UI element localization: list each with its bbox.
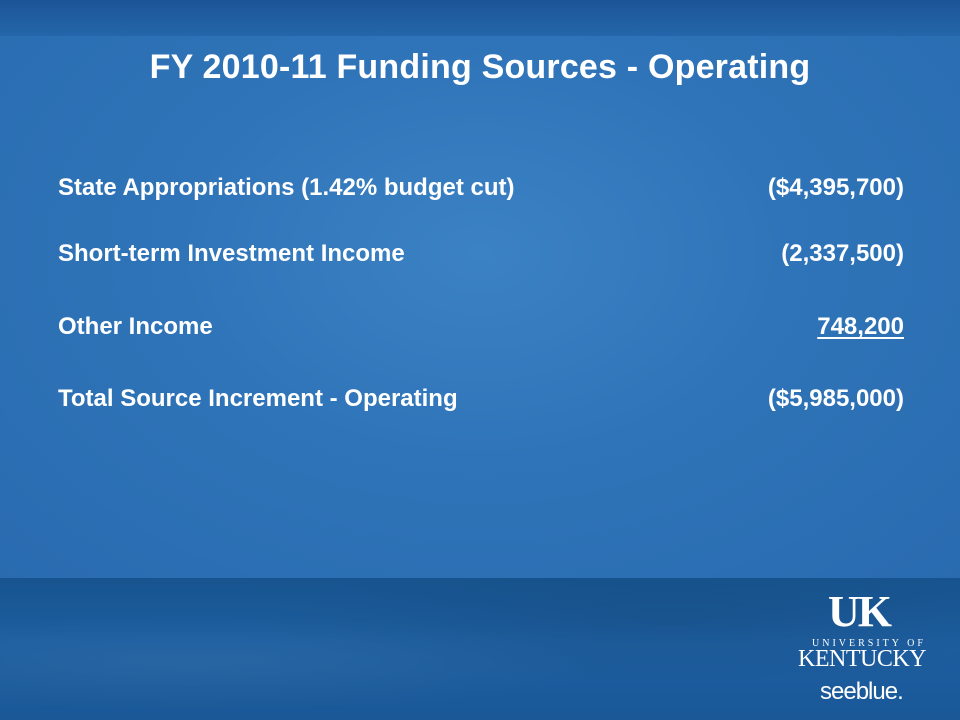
row-label: Other Income bbox=[58, 313, 213, 340]
uk-logo: UK UNIVERSITY OF KENTUCKY seeblue. bbox=[790, 588, 950, 710]
top-band bbox=[0, 0, 960, 36]
logo-university-text: UNIVERSITY OF bbox=[812, 638, 926, 649]
row-label: State Appropriations (1.42% budget cut) bbox=[58, 174, 515, 201]
row-value-underlined: 748,200 bbox=[817, 313, 904, 340]
row-value: (2,337,500) bbox=[781, 240, 904, 267]
row-label: Total Source Increment - Operating bbox=[58, 385, 458, 412]
row-label: Short-term Investment Income bbox=[58, 240, 405, 267]
logo-seeblue-text: seeblue. bbox=[820, 678, 904, 705]
row-value: ($5,985,000) bbox=[767, 385, 904, 412]
funding-row-other-income: Other Income 748,200 bbox=[58, 313, 904, 347]
uk-monogram: UK bbox=[828, 587, 892, 636]
content-panel bbox=[0, 36, 960, 578]
funding-row-total: Total Source Increment - Operating ($5,9… bbox=[58, 385, 904, 419]
footer-texture bbox=[0, 578, 960, 720]
slide-title: FY 2010-11 Funding Sources - Operating bbox=[149, 48, 811, 86]
row-value: ($4,395,700) bbox=[767, 174, 904, 201]
footer-band bbox=[0, 578, 960, 720]
funding-row-state-appropriations: State Appropriations (1.42% budget cut) … bbox=[58, 174, 904, 208]
logo-kentucky-text: KENTUCKY bbox=[798, 646, 927, 672]
funding-row-investment-income: Short-term Investment Income (2,337,500) bbox=[58, 240, 904, 274]
